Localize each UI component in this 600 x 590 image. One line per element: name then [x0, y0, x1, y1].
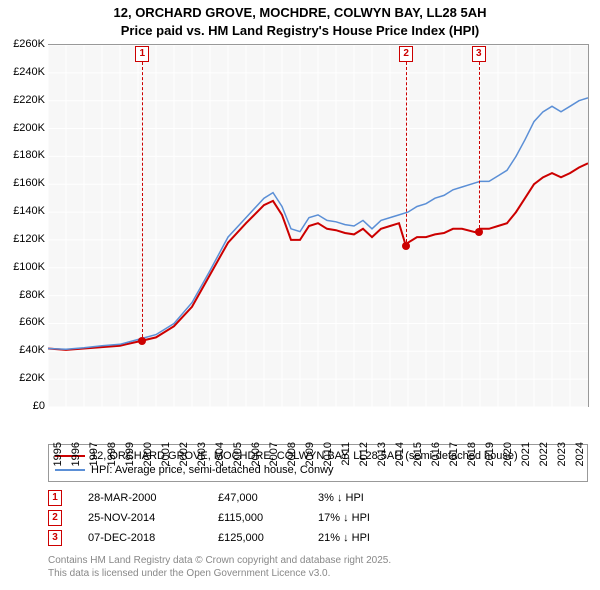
x-tick-label: 1996 [70, 442, 82, 466]
sales-date: 07-DEC-2018 [88, 532, 218, 544]
y-tick-label: £20K [19, 372, 45, 384]
sales-row: 1 28-MAR-2000£47,0003% ↓ HPI [48, 488, 438, 508]
sales-row: 2 25-NOV-2014£115,00017% ↓ HPI [48, 508, 438, 528]
x-tick-label: 2020 [502, 442, 514, 466]
x-tick-label: 2016 [430, 442, 442, 466]
x-tick-label: 2017 [448, 442, 460, 466]
x-tick-label: 2014 [394, 442, 406, 466]
x-tick-label: 2012 [358, 442, 370, 466]
x-tick-label: 2004 [214, 442, 226, 466]
marker-box: 1 [135, 46, 149, 62]
x-tick-label: 2013 [376, 442, 388, 466]
legend-swatch [55, 469, 85, 471]
x-tick-label: 1997 [88, 442, 100, 466]
sales-marker: 1 [48, 490, 62, 506]
x-tick-label: 1998 [106, 442, 118, 466]
sales-price: £47,000 [218, 492, 318, 504]
sales-diff: 21% ↓ HPI [318, 532, 438, 544]
x-tick-label: 2018 [466, 442, 478, 466]
y-tick-label: £140K [13, 205, 45, 217]
footer-line2: This data is licensed under the Open Gov… [48, 567, 391, 580]
x-tick-label: 2007 [268, 442, 280, 466]
y-tick-label: £260K [13, 38, 45, 50]
x-tick-label: 2005 [232, 442, 244, 466]
chart-container: 12, ORCHARD GROVE, MOCHDRE, COLWYN BAY, … [0, 0, 600, 590]
y-tick-label: £80K [19, 289, 45, 301]
title-line1: 12, ORCHARD GROVE, MOCHDRE, COLWYN BAY, … [0, 4, 600, 22]
y-tick-label: £60K [19, 316, 45, 328]
sales-diff: 3% ↓ HPI [318, 492, 438, 504]
sales-date: 25-NOV-2014 [88, 512, 218, 524]
x-tick-label: 2003 [196, 442, 208, 466]
x-tick-label: 2006 [250, 442, 262, 466]
x-tick-label: 2000 [142, 442, 154, 466]
sales-date: 28-MAR-2000 [88, 492, 218, 504]
footer: Contains HM Land Registry data © Crown c… [48, 554, 391, 580]
x-tick-label: 2015 [412, 442, 424, 466]
y-tick-label: £240K [13, 66, 45, 78]
x-tick-label: 2009 [304, 442, 316, 466]
x-tick-label: 2001 [160, 442, 172, 466]
x-tick-label: 2021 [520, 442, 532, 466]
y-tick-label: £40K [19, 344, 45, 356]
plot-area [48, 44, 589, 407]
sales-price: £115,000 [218, 512, 318, 524]
title-line2: Price paid vs. HM Land Registry's House … [0, 22, 600, 40]
sales-row: 3 07-DEC-2018£125,00021% ↓ HPI [48, 528, 438, 548]
y-tick-label: £0 [33, 400, 45, 412]
marker-dot [402, 242, 410, 250]
x-tick-label: 2002 [178, 442, 190, 466]
x-tick-label: 2022 [538, 442, 550, 466]
x-tick-label: 2023 [556, 442, 568, 466]
x-tick-label: 2010 [322, 442, 334, 466]
marker-dot [475, 228, 483, 236]
x-tick-label: 2008 [286, 442, 298, 466]
y-tick-label: £160K [13, 177, 45, 189]
marker-dot [138, 337, 146, 345]
chart-svg [48, 45, 588, 407]
chart-title: 12, ORCHARD GROVE, MOCHDRE, COLWYN BAY, … [0, 0, 600, 39]
y-tick-label: £180K [13, 149, 45, 161]
marker-line [479, 62, 480, 228]
marker-box: 2 [399, 46, 413, 62]
marker-box: 3 [472, 46, 486, 62]
footer-line1: Contains HM Land Registry data © Crown c… [48, 554, 391, 567]
y-tick-label: £120K [13, 233, 45, 245]
marker-line [142, 62, 143, 337]
x-tick-label: 1995 [52, 442, 64, 466]
x-tick-label: 2011 [340, 442, 352, 466]
sales-diff: 17% ↓ HPI [318, 512, 438, 524]
x-tick-label: 2024 [574, 442, 586, 466]
x-tick-label: 1999 [124, 442, 136, 466]
sales-marker: 3 [48, 530, 62, 546]
x-tick-label: 2019 [484, 442, 496, 466]
y-tick-label: £200K [13, 122, 45, 134]
sales-table: 1 28-MAR-2000£47,0003% ↓ HPI 2 25-NOV-2014£… [48, 488, 438, 548]
y-tick-label: £220K [13, 94, 45, 106]
sales-price: £125,000 [218, 532, 318, 544]
marker-line [406, 62, 407, 242]
y-tick-label: £100K [13, 261, 45, 273]
sales-marker: 2 [48, 510, 62, 526]
